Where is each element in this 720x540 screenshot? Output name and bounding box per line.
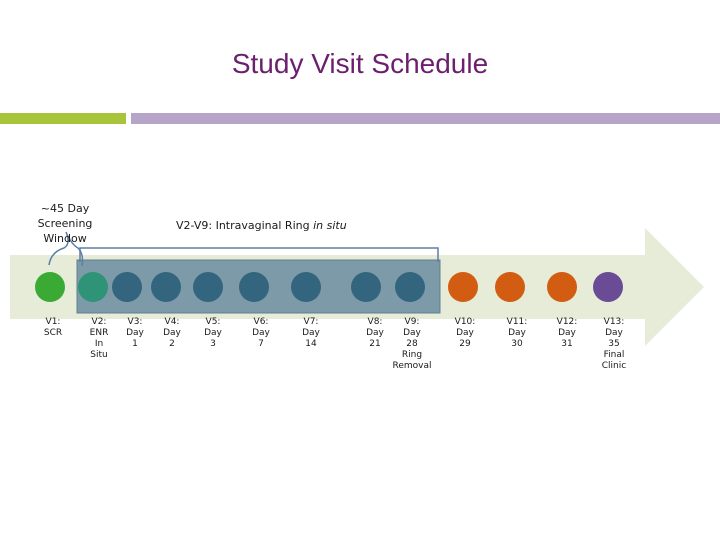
visit-dot bbox=[547, 272, 577, 302]
visit-label: V9: Day 28 Ring Removal bbox=[392, 317, 432, 371]
visit-label: V6: Day 7 bbox=[252, 317, 270, 349]
visit-dot bbox=[395, 272, 425, 302]
visit-dot bbox=[112, 272, 142, 302]
visit-label: V10: Day 29 bbox=[454, 317, 476, 349]
in-situ-emphasis: in situ bbox=[313, 219, 347, 232]
visit-dots bbox=[35, 272, 623, 302]
in-situ-range: V2-V9: bbox=[176, 219, 213, 232]
visit-label: V2: ENR In Situ bbox=[89, 317, 109, 360]
visit-dot bbox=[351, 272, 381, 302]
visit-label: V5: Day 3 bbox=[204, 317, 222, 349]
visit-dot bbox=[193, 272, 223, 302]
visit-dot bbox=[291, 272, 321, 302]
visit-dot bbox=[151, 272, 181, 302]
visit-label: V7: Day 14 bbox=[302, 317, 320, 349]
visit-dot bbox=[448, 272, 478, 302]
visit-dot bbox=[593, 272, 623, 302]
screening-window-label: ~45 Day Screening Window bbox=[37, 202, 93, 245]
visit-label: V11: Day 30 bbox=[506, 317, 528, 349]
visit-label: V8: Day 21 bbox=[366, 317, 384, 349]
visit-dot bbox=[495, 272, 525, 302]
in-situ-text: Intravaginal Ring bbox=[215, 219, 310, 232]
in-situ-bracket bbox=[79, 247, 439, 262]
page-title: Study Visit Schedule bbox=[231, 48, 489, 79]
visit-dot bbox=[35, 272, 65, 302]
visit-label: V12: Day 31 bbox=[556, 317, 578, 349]
visit-label: V3: Day 1 bbox=[126, 317, 144, 349]
visit-label: V4: Day 2 bbox=[163, 317, 181, 349]
visit-label: V13: Day 35 Final Clinic bbox=[601, 317, 627, 371]
screening-bracket bbox=[48, 231, 84, 267]
accent-bar-green bbox=[0, 113, 126, 124]
accent-bar-purple bbox=[131, 113, 720, 124]
visit-label: V1: SCR bbox=[43, 317, 63, 338]
visit-dot bbox=[78, 272, 108, 302]
in-situ-label: V2-V9: Intravaginal Ring in situ bbox=[176, 218, 347, 233]
visit-dot bbox=[239, 272, 269, 302]
